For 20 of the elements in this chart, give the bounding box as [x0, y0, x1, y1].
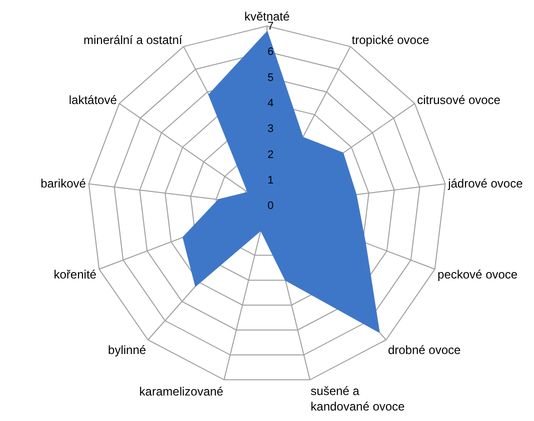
- spoke-label: jádrové ovoce: [447, 176, 524, 190]
- spoke-label: laktátové: [68, 92, 118, 107]
- spoke-label: peckové ovoce: [438, 267, 518, 282]
- spoke-label: karamelizované: [139, 384, 224, 398]
- spoke-label: bylinné: [108, 342, 146, 357]
- y-tick-label: 3: [268, 123, 274, 136]
- spoke-label: barikové: [40, 176, 86, 190]
- spoke-label: citrusové ovoce: [417, 92, 501, 107]
- spoke-label: sušené a kandované ovoce: [310, 384, 406, 414]
- spoke-label: drobné ovoce: [388, 342, 461, 357]
- spoke-label: kořenité: [54, 267, 97, 282]
- y-tick-label: 5: [268, 72, 274, 84]
- y-tick-label: 2: [268, 148, 274, 161]
- y-tick-label: 0: [268, 200, 274, 212]
- y-tick-label: 7: [268, 20, 274, 33]
- y-tick-label: 1: [268, 174, 274, 186]
- y-tick-label: 6: [268, 46, 274, 58]
- spoke-label: minerální a ostatní: [84, 32, 183, 47]
- y-tick-label: 4: [268, 98, 274, 110]
- spoke-label: tropické ovoce: [352, 32, 430, 47]
